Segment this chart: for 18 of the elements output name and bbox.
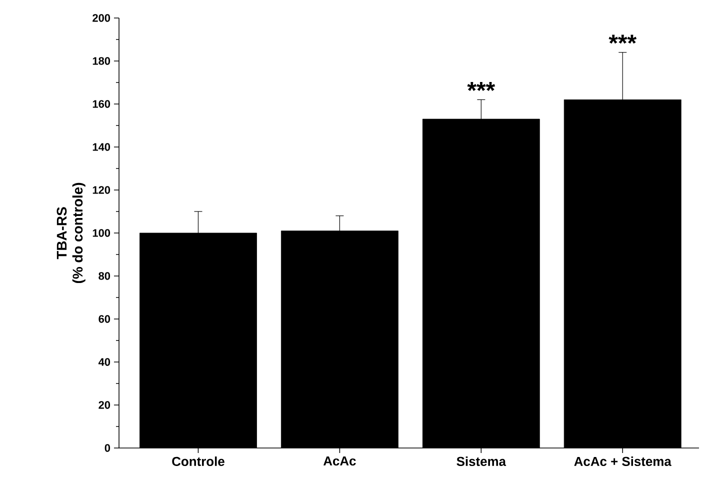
y-tick-label: 180: [92, 57, 110, 65]
y-tick-label: 40: [98, 358, 110, 366]
y-tick-label: 200: [92, 14, 110, 22]
y-tick-label: 20: [98, 401, 110, 409]
annotation: ***: [608, 34, 637, 44]
y-tick-label: 140: [92, 143, 110, 151]
y-tick-label: 60: [98, 315, 110, 323]
y-tick-label: 120: [92, 186, 110, 194]
x-tick-label: AcAc + Sistema: [574, 456, 672, 466]
x-tick-label: Controle: [172, 456, 224, 466]
annotation: ***: [467, 82, 496, 91]
y-tick-label: 0: [104, 444, 110, 452]
y-tick-label: 80: [98, 272, 110, 280]
x-tick-label: AcAc: [323, 456, 356, 466]
y-axis-title: TBA-RS (% do controle): [56, 182, 86, 284]
y-tick-label: 160: [92, 100, 110, 108]
x-tick-label: Sistema: [456, 456, 506, 466]
y-tick-label: 100: [92, 229, 110, 237]
